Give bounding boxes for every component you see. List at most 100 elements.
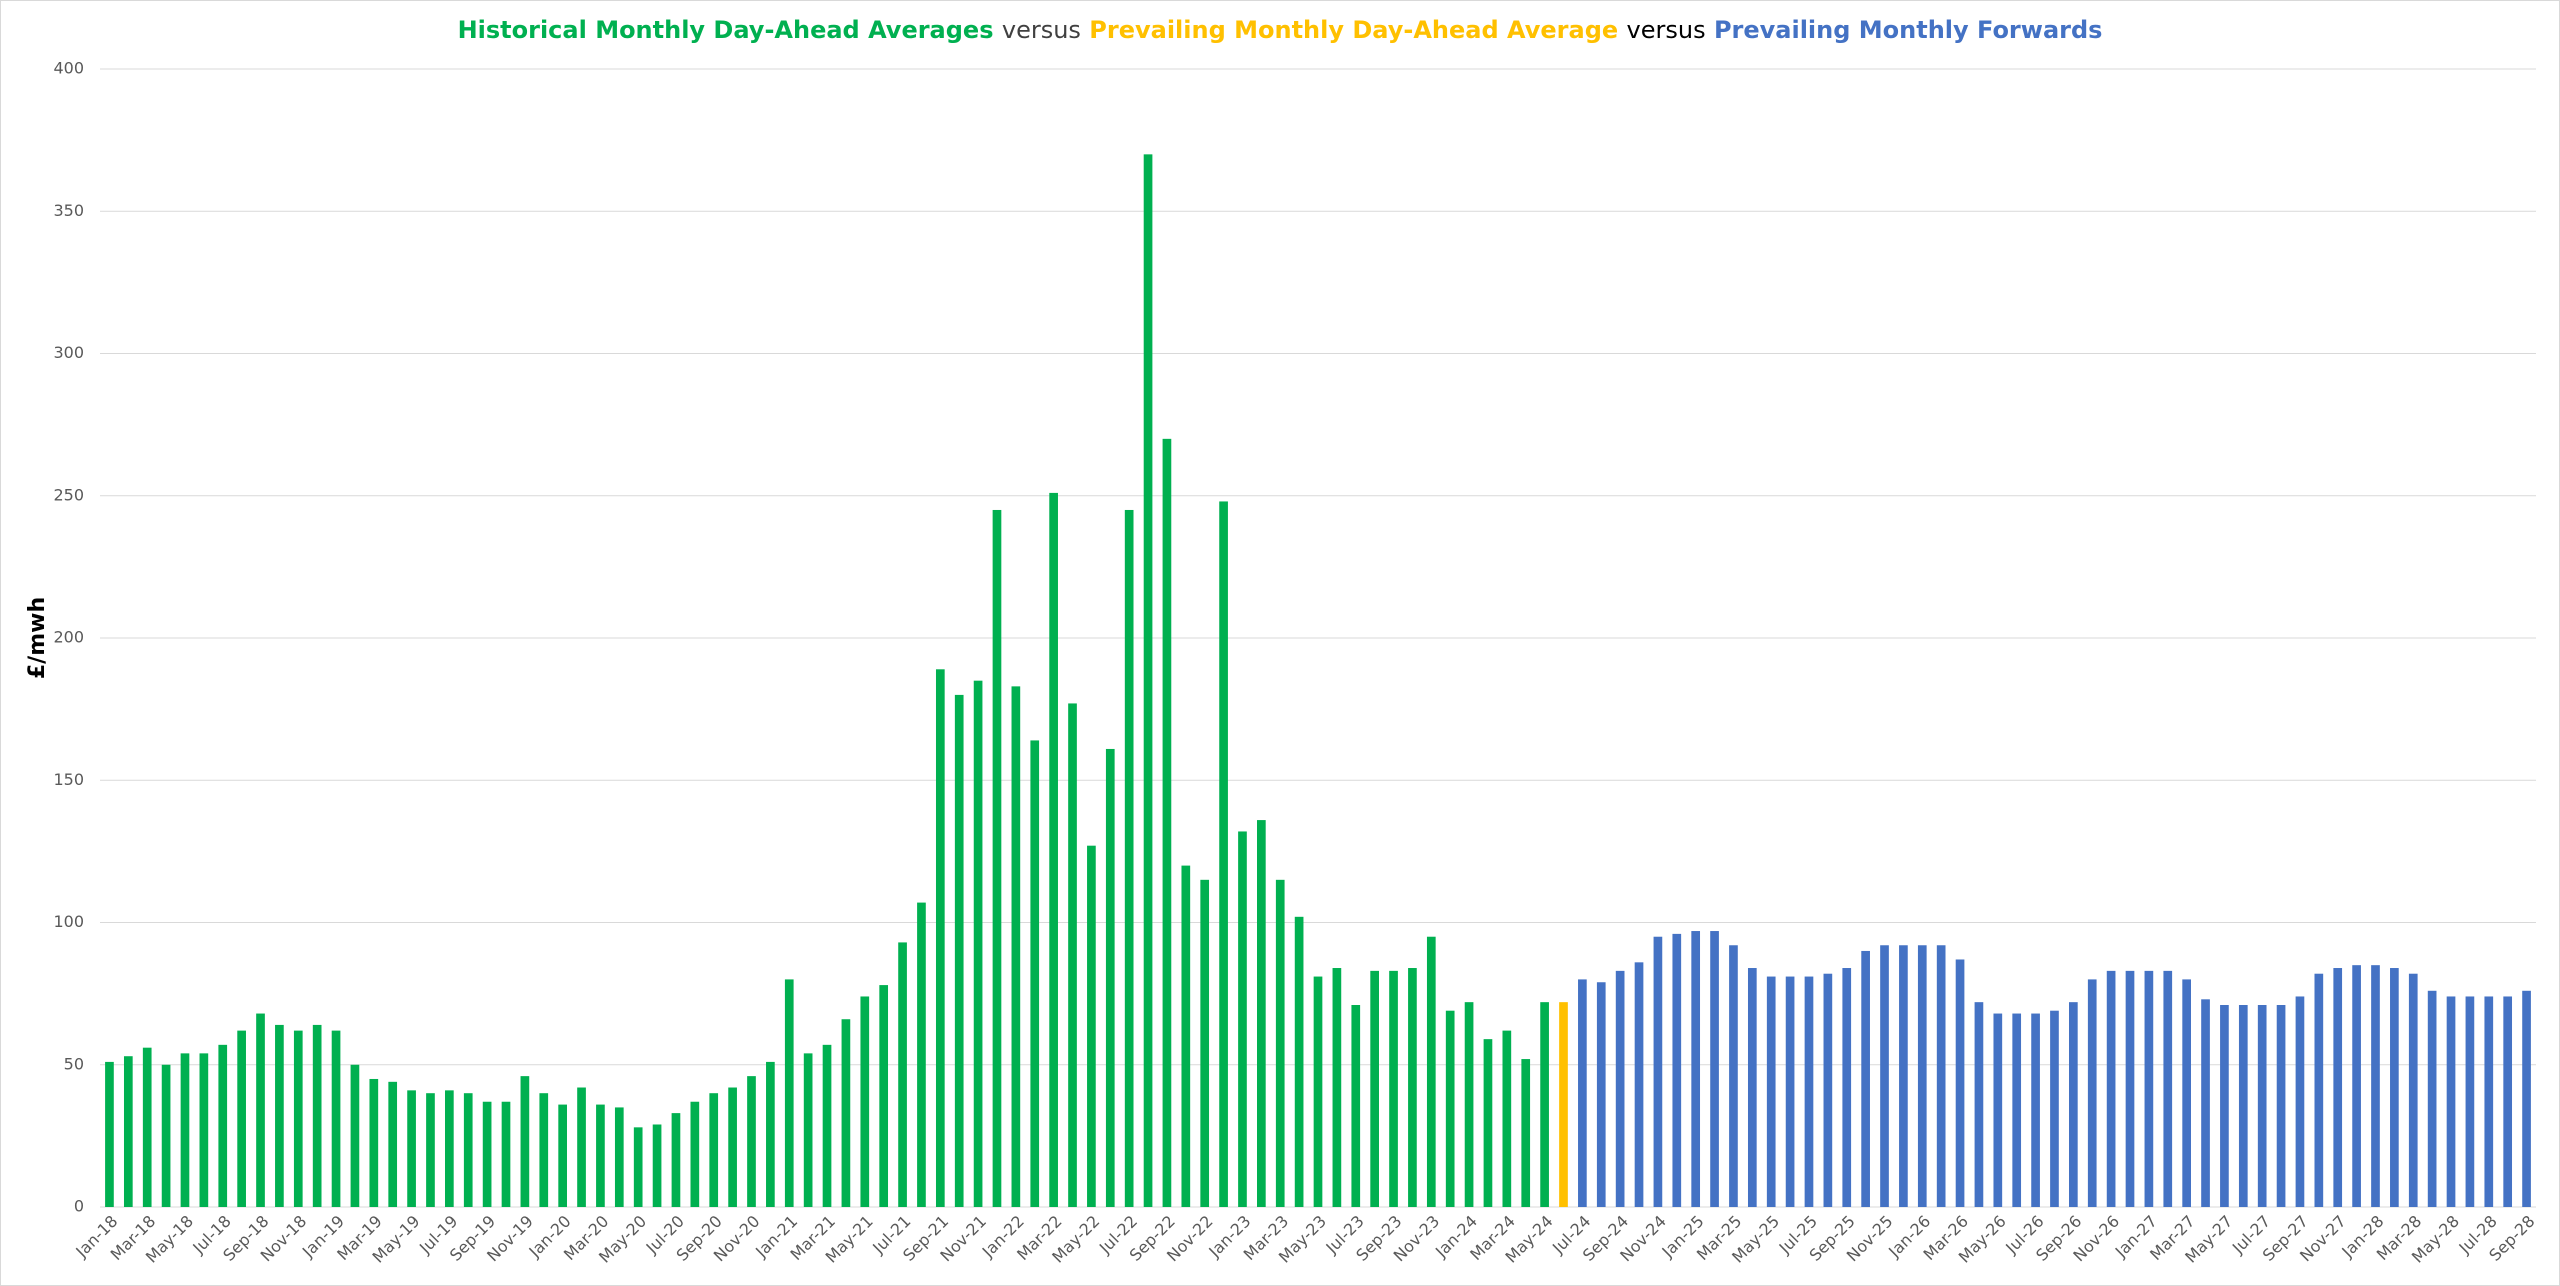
bar bbox=[350, 1064, 360, 1207]
bar bbox=[142, 1047, 152, 1207]
bar bbox=[218, 1044, 228, 1207]
bar bbox=[671, 1113, 681, 1207]
y-tick-label: 350 bbox=[53, 201, 84, 220]
bar bbox=[766, 1061, 775, 1207]
bar bbox=[822, 1044, 832, 1207]
bar bbox=[275, 1024, 284, 1207]
bar bbox=[123, 1056, 133, 1207]
bar bbox=[1445, 1010, 1455, 1207]
bar bbox=[1068, 703, 1077, 1207]
bar bbox=[747, 1076, 756, 1207]
bar bbox=[1389, 970, 1398, 1207]
bar bbox=[520, 1076, 530, 1207]
bar bbox=[180, 1053, 190, 1207]
bar bbox=[1691, 931, 1701, 1207]
bar bbox=[482, 1101, 492, 1207]
bar bbox=[501, 1101, 511, 1207]
y-tick-label: 0 bbox=[74, 1197, 84, 1216]
bar bbox=[1729, 945, 1738, 1207]
bar bbox=[161, 1064, 171, 1207]
bar bbox=[1087, 845, 1096, 1207]
bar bbox=[1578, 979, 1587, 1207]
bar bbox=[1747, 968, 1757, 1207]
bar bbox=[1426, 936, 1436, 1207]
y-axis-label: £/mwh bbox=[25, 597, 50, 679]
bar bbox=[2503, 996, 2513, 1207]
bar bbox=[1294, 916, 1304, 1207]
bar bbox=[2390, 968, 2399, 1207]
bar bbox=[1313, 976, 1323, 1207]
bar bbox=[1955, 959, 1965, 1207]
bar bbox=[1124, 509, 1134, 1208]
bar bbox=[1936, 945, 1946, 1207]
bar bbox=[2352, 965, 2361, 1207]
bar bbox=[1105, 748, 1115, 1207]
bar bbox=[1634, 962, 1644, 1207]
bar bbox=[293, 1030, 303, 1207]
bar bbox=[2314, 973, 2324, 1207]
bar bbox=[1483, 1039, 1493, 1207]
bar bbox=[237, 1030, 246, 1207]
bar bbox=[1370, 970, 1379, 1207]
bar bbox=[1540, 1002, 1549, 1207]
title-joiner: versus bbox=[1627, 16, 1706, 44]
bar bbox=[2333, 968, 2343, 1207]
bar bbox=[1899, 945, 1908, 1207]
y-tick-label: 50 bbox=[64, 1054, 84, 1073]
bar bbox=[2050, 1010, 2059, 1207]
bar bbox=[614, 1107, 624, 1207]
bar bbox=[2446, 996, 2456, 1207]
bar bbox=[1049, 492, 1058, 1207]
title-series-3: Prevailing Monthly Forwards bbox=[1714, 16, 2103, 44]
title-series-2: Prevailing Monthly Day-Ahead Average bbox=[1089, 16, 1618, 44]
bar bbox=[1408, 968, 1417, 1207]
bar bbox=[973, 680, 983, 1207]
bar bbox=[2125, 970, 2135, 1207]
y-tick-label: 100 bbox=[53, 912, 84, 931]
bar bbox=[1823, 973, 1833, 1207]
bar bbox=[1766, 976, 1776, 1207]
bar bbox=[199, 1053, 209, 1207]
bar bbox=[558, 1104, 567, 1207]
bar bbox=[369, 1078, 379, 1207]
bar bbox=[1880, 945, 1889, 1207]
bar bbox=[1502, 1030, 1512, 1207]
bar bbox=[1464, 1002, 1474, 1207]
bar bbox=[2522, 990, 2531, 1207]
bar bbox=[1143, 154, 1153, 1208]
chart-title: Historical Monthly Day-Ahead Averages ve… bbox=[458, 16, 2103, 44]
bar bbox=[1011, 686, 1021, 1207]
bar bbox=[954, 694, 964, 1207]
title-joiner: versus bbox=[1002, 16, 1081, 44]
bar bbox=[1596, 982, 1606, 1207]
bar bbox=[463, 1093, 473, 1207]
bar bbox=[2238, 1005, 2248, 1207]
bar bbox=[841, 1019, 851, 1207]
bar bbox=[1275, 879, 1285, 1207]
bar bbox=[1785, 976, 1795, 1207]
bar bbox=[2371, 965, 2380, 1207]
bar bbox=[2220, 1005, 2229, 1207]
bar bbox=[690, 1101, 700, 1207]
bar bbox=[1238, 831, 1247, 1207]
bar bbox=[445, 1090, 454, 1207]
bar bbox=[1351, 1005, 1361, 1207]
bar bbox=[1917, 945, 1927, 1207]
bar bbox=[2031, 1013, 2040, 1207]
bar bbox=[709, 1093, 719, 1207]
bar bbox=[992, 509, 1002, 1208]
bar bbox=[2201, 999, 2210, 1207]
bar bbox=[2182, 979, 2191, 1207]
bar bbox=[256, 1013, 265, 1207]
bar bbox=[1842, 968, 1852, 1207]
bar bbox=[539, 1093, 549, 1207]
y-tick-label: 300 bbox=[53, 343, 84, 362]
bar bbox=[2484, 996, 2494, 1207]
bar bbox=[1861, 950, 1870, 1207]
bar bbox=[105, 1061, 114, 1207]
bar bbox=[312, 1024, 322, 1207]
bar bbox=[1672, 933, 1682, 1207]
bar bbox=[1257, 820, 1266, 1207]
y-tick-label: 250 bbox=[53, 485, 84, 504]
